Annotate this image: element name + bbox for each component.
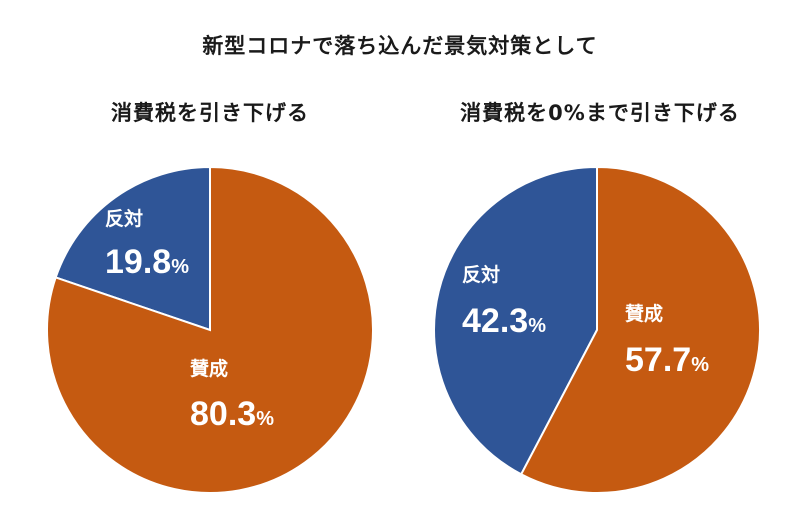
slice-oppose <box>433 165 598 476</box>
chart-title-left: 消費税を引き下げる <box>111 101 309 125</box>
slice-label-oppose: 反対 <box>105 207 143 230</box>
slice-value-favor: 57.7% <box>625 341 709 379</box>
slice-value-favor: 80.3% <box>190 395 274 433</box>
slice-favor <box>519 165 761 494</box>
slice-label-favor: 賛成 <box>625 302 663 325</box>
slice-oppose <box>54 165 211 332</box>
slice-value-oppose: 42.3% <box>462 302 546 340</box>
pie-chart-left: 反対 19.8% 賛成 80.3% <box>46 165 374 494</box>
chart-title-right: 消費税を0%まで引き下げる <box>460 101 740 125</box>
pie-chart-right: 反対 42.3% 賛成 57.7% <box>433 165 761 494</box>
slice-value-oppose: 19.8% <box>105 243 189 281</box>
slice-label-favor: 賛成 <box>190 357 228 380</box>
slice-favor <box>46 165 374 494</box>
slice-label-oppose: 反対 <box>462 263 500 286</box>
page-title: 新型コロナで落ち込んだ景気対策として <box>202 34 598 58</box>
